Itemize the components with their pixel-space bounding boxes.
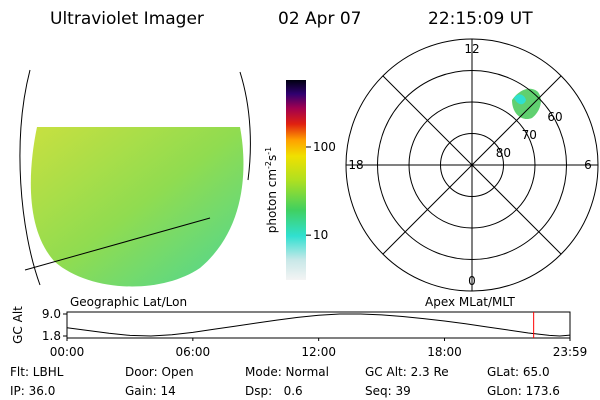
info-field: Gain: 14	[125, 384, 176, 398]
y-tick-label: 1.8	[42, 329, 61, 343]
label-exp: -2	[264, 161, 273, 169]
mlt-label: 6	[584, 158, 592, 172]
limb	[239, 71, 251, 181]
label-exp: -1	[264, 147, 273, 155]
lat-ring	[440, 133, 504, 197]
polar-label: Apex MLat/MLT	[425, 295, 515, 309]
time: 22:15:09 UT	[428, 9, 533, 29]
info-field: Dsp: 0.6	[245, 384, 303, 398]
y-tick-label: 9.0	[42, 307, 61, 321]
colorbar-tick-label: 100	[313, 140, 336, 154]
lat-label: 70	[522, 128, 537, 142]
terminator	[24, 217, 211, 271]
label-text: photon cm	[265, 169, 279, 233]
orbit-line	[66, 313, 571, 337]
x-tick-label: 12:00	[301, 345, 336, 359]
x-tick-label: 00:00	[50, 345, 85, 359]
colorbar	[286, 80, 306, 280]
colorbar-label: photon cm-2s-1	[264, 147, 279, 234]
lat-label: 80	[496, 146, 511, 160]
info-field: IP: 36.0	[10, 384, 55, 398]
orbit-frame	[66, 311, 571, 339]
info-field: GLon: 173.6	[487, 384, 560, 398]
x-tick-label: 23:59	[553, 345, 588, 359]
y-axis-label: GC Alt	[11, 306, 25, 344]
mlt-label: 18	[348, 158, 363, 172]
lat-ring	[377, 70, 567, 260]
title: Ultraviolet Imager	[50, 9, 204, 29]
x-tick-label: 18:00	[427, 345, 462, 359]
colorbar-tick-label: 10	[313, 228, 328, 242]
date: 02 Apr 07	[278, 9, 361, 29]
info-field: Door: Open	[125, 365, 194, 379]
aurora-patch	[514, 94, 526, 105]
aurora-patch	[512, 88, 541, 120]
label-text: s	[265, 155, 279, 161]
lat-ring	[408, 101, 536, 229]
image-label: Geographic Lat/Lon	[70, 295, 187, 309]
info-field: GLat: 65.0	[487, 365, 550, 379]
x-tick-label: 06:00	[176, 345, 211, 359]
uv-image	[30, 127, 244, 287]
mlt-label: 0	[468, 274, 476, 288]
mlt-label: 12	[464, 42, 479, 56]
info-field: Seq: 39	[365, 384, 411, 398]
info-field: GC Alt: 2.3 Re	[365, 365, 449, 379]
lat-label: 60	[547, 110, 562, 124]
info-field: Flt: LBHL	[10, 365, 64, 379]
info-field: Mode: Normal	[245, 365, 329, 379]
limb	[19, 69, 41, 286]
